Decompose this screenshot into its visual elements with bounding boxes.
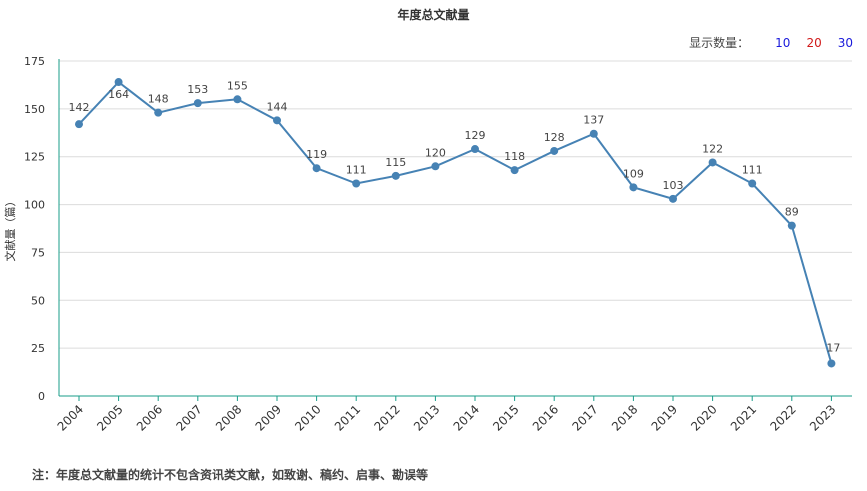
data-label: 137 — [583, 114, 604, 127]
data-point — [471, 145, 479, 154]
data-label: 128 — [544, 131, 565, 144]
data-point — [629, 183, 638, 192]
data-label: 103 — [663, 179, 684, 192]
data-point — [312, 164, 321, 173]
x-tick-label: 2023 — [807, 402, 838, 433]
data-point — [669, 194, 677, 203]
x-tick-label: 2021 — [728, 402, 759, 433]
y-tick-label: 175 — [24, 55, 45, 68]
data-label: 148 — [148, 93, 169, 106]
data-label: 153 — [187, 83, 208, 96]
data-label: 129 — [465, 129, 486, 142]
x-tick-label: 2020 — [688, 402, 719, 433]
y-tick-label: 25 — [31, 342, 45, 355]
display-count-option-20[interactable]: 20 — [806, 35, 822, 50]
x-tick-label: 2010 — [292, 402, 323, 433]
data-point — [708, 158, 717, 167]
data-point — [550, 146, 559, 155]
x-tick-label: 2005 — [94, 402, 125, 433]
x-tick-label: 2013 — [411, 402, 442, 433]
data-label: 111 — [346, 164, 367, 177]
series-line — [78, 80, 833, 364]
y-tick-label: 150 — [24, 103, 45, 116]
data-point — [154, 108, 163, 117]
x-tick-label: 2009 — [253, 402, 284, 433]
footnote: 注：年度总文献量的统计不包含资讯类文献，如致谢、稿约、启事、勘误等 — [32, 468, 429, 482]
data-label: 111 — [742, 164, 763, 177]
data-point — [273, 116, 281, 125]
data-label: 115 — [385, 156, 406, 169]
data-point — [75, 120, 83, 129]
data-label: 89 — [785, 206, 799, 219]
data-point — [193, 99, 202, 108]
x-tick-label: 2016 — [530, 402, 561, 433]
display-count-label: 显示数量： — [689, 36, 750, 50]
data-point — [391, 171, 400, 180]
data-label: 120 — [425, 146, 446, 159]
chart-title: 年度总文献量 — [397, 8, 470, 22]
data-point — [510, 166, 519, 175]
data-label: 164 — [108, 88, 129, 101]
display-count-control: 显示数量： 10 20 30 — [689, 34, 853, 51]
data-point — [827, 359, 836, 368]
data-label: 118 — [504, 150, 525, 163]
data-label: 142 — [69, 101, 90, 114]
data-label: 144 — [267, 100, 288, 113]
data-point — [589, 129, 598, 138]
y-axis-label: 文献量（篇） — [3, 196, 17, 262]
x-tick-label: 2012 — [371, 402, 402, 433]
data-point — [114, 78, 123, 87]
data-label: 109 — [623, 167, 644, 180]
y-tick-label: 125 — [24, 151, 45, 164]
x-tick-label: 2019 — [649, 402, 680, 433]
x-tick-label: 2014 — [451, 402, 482, 433]
x-tick-label: 2017 — [569, 402, 600, 433]
x-tick-label: 2007 — [173, 402, 204, 433]
x-tick-label: 2006 — [134, 402, 165, 433]
data-point — [233, 95, 242, 104]
x-tick-label: 2008 — [213, 402, 244, 433]
data-point — [431, 162, 440, 171]
data-label: 119 — [306, 148, 327, 161]
data-point — [787, 221, 796, 230]
display-count-option-10[interactable]: 10 — [775, 35, 791, 50]
data-point — [748, 179, 757, 188]
x-tick-label: 2022 — [767, 402, 798, 433]
y-tick-label: 100 — [24, 199, 45, 212]
data-label: 155 — [227, 79, 248, 92]
y-tick-label: 50 — [31, 294, 45, 307]
data-point — [352, 179, 361, 188]
y-tick-label: 0 — [38, 390, 45, 403]
x-tick-label: 2015 — [490, 402, 521, 433]
x-tick-label: 2018 — [609, 402, 640, 433]
y-tick-label: 75 — [31, 246, 45, 259]
x-tick-label: 2011 — [332, 402, 363, 433]
data-label: 17 — [826, 341, 840, 354]
data-label: 122 — [702, 142, 723, 155]
x-tick-label: 2004 — [55, 402, 86, 433]
display-count-option-30[interactable]: 30 — [837, 35, 853, 50]
